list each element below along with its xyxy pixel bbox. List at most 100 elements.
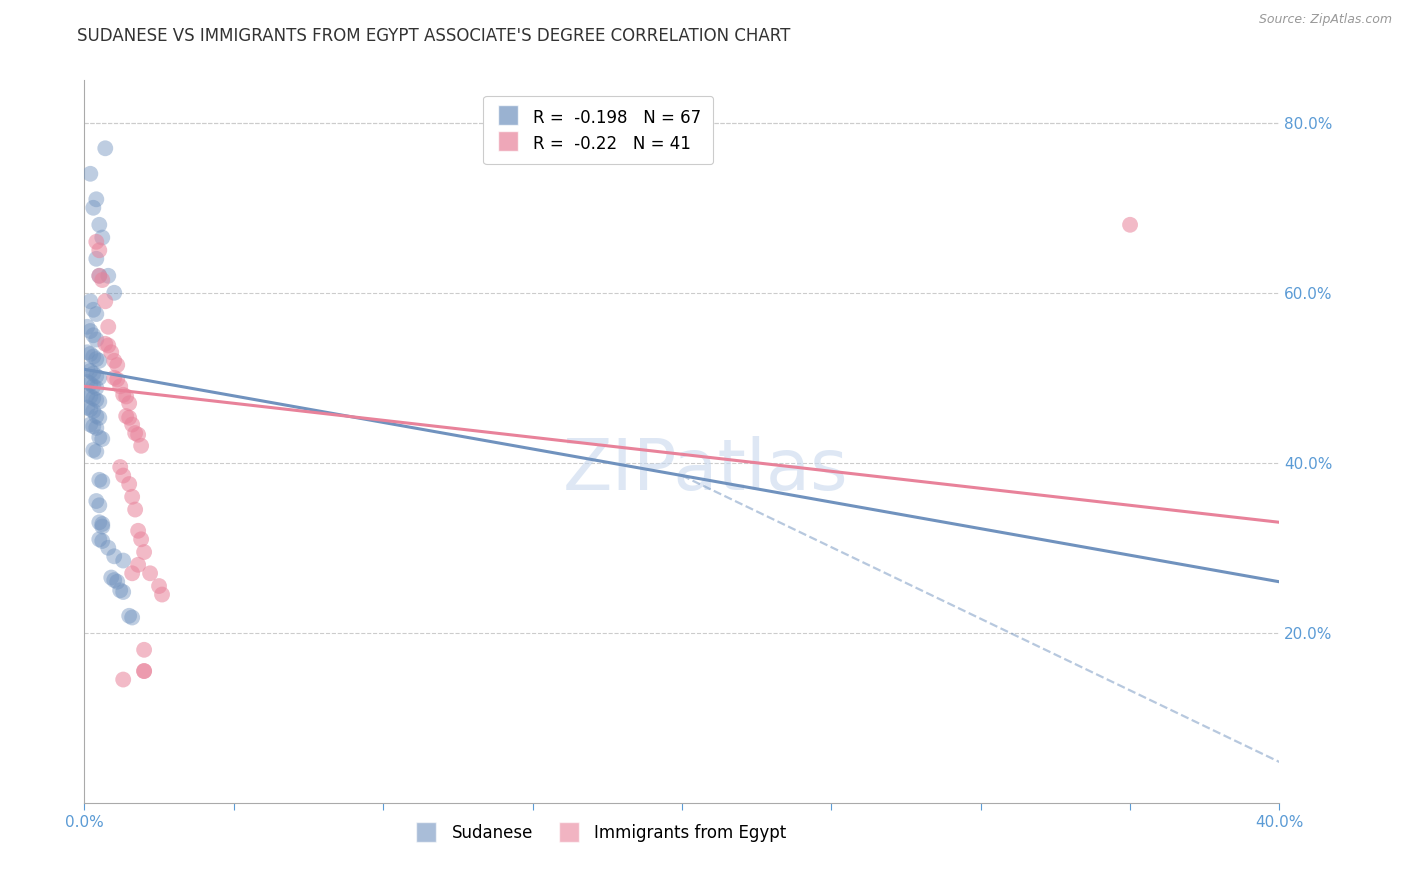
Point [112, 553, 135, 567]
Point [86, 444, 108, 458]
Point [91, 475, 114, 489]
Point [132, 545, 156, 559]
Point [79, 167, 101, 181]
Point [103, 573, 125, 587]
Point [110, 460, 132, 475]
Text: SUDANESE VS IMMIGRANTS FROM EGYPT ASSOCIATE'S DEGREE CORRELATION CHART: SUDANESE VS IMMIGRANTS FROM EGYPT ASSOCI… [77, 27, 790, 45]
Point [139, 566, 162, 581]
Point [127, 524, 149, 538]
Point [94, 336, 117, 351]
Point [82, 328, 104, 343]
Point [150, 588, 173, 602]
Point [115, 389, 138, 403]
Point [94, 141, 117, 155]
Point [148, 579, 170, 593]
Point [82, 367, 104, 381]
Point [100, 345, 122, 359]
Point [129, 439, 152, 453]
Point [103, 371, 125, 385]
Point [115, 409, 138, 423]
Point [112, 388, 135, 402]
Point [121, 490, 143, 504]
Point [91, 533, 114, 548]
Point [112, 468, 135, 483]
Point [82, 443, 104, 458]
Point [76, 362, 98, 376]
Point [105, 372, 128, 386]
Point [76, 375, 98, 389]
Point [91, 519, 114, 533]
Point [91, 273, 114, 287]
Point [76, 319, 98, 334]
Point [121, 566, 143, 581]
Point [112, 673, 135, 687]
Point [89, 533, 111, 547]
Point [76, 345, 98, 359]
Point [97, 319, 120, 334]
Point [79, 347, 101, 361]
Point [89, 410, 111, 425]
Legend: Sudanese, Immigrants from Egypt: Sudanese, Immigrants from Egypt [404, 817, 793, 848]
Point [89, 473, 111, 487]
Point [105, 358, 128, 372]
Point [82, 379, 104, 393]
Point [105, 574, 128, 589]
Point [129, 533, 152, 547]
Point [82, 404, 104, 418]
Point [76, 401, 98, 415]
Point [89, 498, 111, 512]
Point [132, 664, 156, 678]
Point [103, 285, 125, 300]
Point [86, 352, 108, 367]
Point [118, 477, 141, 491]
Point [132, 642, 156, 657]
Point [76, 388, 98, 402]
Point [86, 192, 108, 206]
Point [89, 268, 111, 283]
Point [110, 583, 132, 598]
Point [91, 230, 114, 244]
Point [86, 235, 108, 249]
Point [89, 516, 111, 530]
Point [1119, 218, 1142, 232]
Point [100, 570, 122, 584]
Point [82, 391, 104, 405]
Point [82, 350, 104, 364]
Point [94, 294, 117, 309]
Point [118, 608, 141, 623]
Point [79, 389, 101, 403]
Point [127, 558, 149, 572]
Point [86, 381, 108, 395]
Point [91, 516, 114, 531]
Point [86, 252, 108, 266]
Point [82, 419, 104, 434]
Point [86, 392, 108, 407]
Point [79, 294, 101, 309]
Point [112, 585, 135, 599]
Point [86, 333, 108, 347]
Point [79, 324, 101, 338]
Point [86, 421, 108, 435]
Point [89, 268, 111, 283]
Point [97, 338, 120, 352]
Point [86, 307, 108, 321]
Point [97, 268, 120, 283]
Point [121, 610, 143, 624]
Point [89, 430, 111, 444]
Text: ZIPatlas: ZIPatlas [562, 436, 849, 505]
Point [86, 369, 108, 384]
Point [103, 353, 125, 368]
Point [86, 409, 108, 423]
Point [89, 371, 111, 385]
Point [97, 541, 120, 555]
Point [127, 427, 149, 442]
Point [103, 549, 125, 564]
Point [121, 417, 143, 432]
Point [89, 394, 111, 409]
Point [118, 396, 141, 410]
Point [79, 364, 101, 378]
Point [110, 379, 132, 393]
Point [82, 302, 104, 317]
Point [79, 402, 101, 417]
Text: Source: ZipAtlas.com: Source: ZipAtlas.com [1258, 13, 1392, 27]
